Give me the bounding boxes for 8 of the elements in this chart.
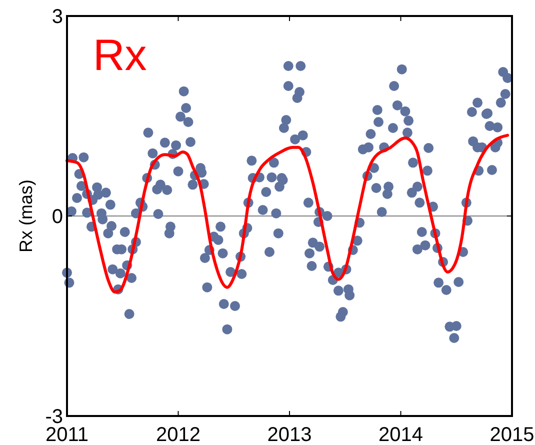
x-tick-label: 2012 (156, 424, 200, 445)
y-axis-title: Rx (mas) (16, 180, 36, 252)
x-tick-label: 2015 (490, 424, 534, 445)
y-tick-label: 0 (52, 206, 63, 228)
x-tick-label: 2013 (267, 424, 312, 445)
chart-title: Rx (93, 31, 147, 80)
x-tick-label: 2014 (378, 424, 423, 445)
y-tick-label: 3 (52, 6, 63, 28)
